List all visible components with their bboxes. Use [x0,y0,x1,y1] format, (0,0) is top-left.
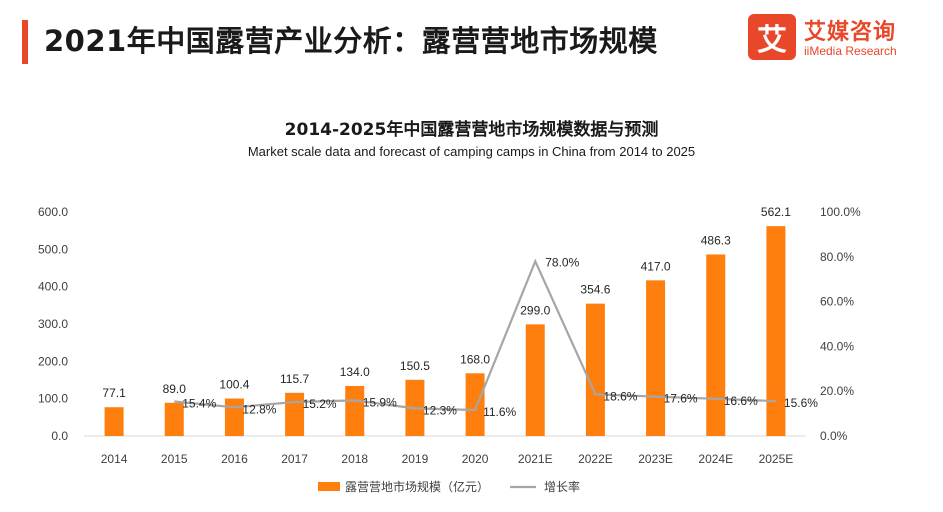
x-tick-label: 2022E [578,452,613,466]
growth-value-label: 12.3% [423,403,457,417]
growth-value-label: 12.8% [242,402,276,416]
growth-value-label: 16.6% [724,394,758,408]
x-tick-label: 2016 [221,452,248,466]
bar [104,407,124,436]
growth-value-label: 11.6% [483,405,516,419]
legend-label-market-scale: 露营营地市场规模（亿元） [345,479,489,494]
page-title: 2021年中国露营产业分析：露营营地市场规模 [44,24,658,58]
growth-value-label: 15.6% [784,396,818,410]
y-left-tick-label: 500.0 [38,242,68,256]
x-tick-label: 2018 [341,452,368,466]
bar [164,402,184,436]
bar [585,303,605,436]
bar-value-label: 299.0 [520,303,550,317]
y-left-tick-label: 300.0 [38,317,68,331]
y-right-tick-label: 20.0% [820,384,854,398]
x-tick-label: 2024E [698,452,733,466]
bar-value-label: 486.3 [701,233,731,247]
y-left-tick-label: 200.0 [38,354,68,368]
x-tick-label: 2021E [518,452,553,466]
bar [224,398,244,436]
bar-value-label: 417.0 [641,259,671,273]
x-tick-label: 2020 [462,452,489,466]
y-left-tick-label: 400.0 [38,280,68,294]
growth-value-label: 78.0% [545,255,579,269]
growth-value-label: 18.6% [603,389,637,403]
bar [646,280,666,436]
bar [345,385,365,436]
y-right-tick-label: 100.0% [820,205,861,219]
growth-rate-line [174,258,776,412]
y-right-tick-label: 60.0% [820,295,854,309]
y-left-tick-label: 100.0 [38,392,68,406]
y-right-tick-label: 40.0% [820,339,854,353]
x-tick-label: 2015 [161,452,188,466]
chart-subtitle: Market scale data and forecast of campin… [247,144,696,159]
growth-value-label: 17.6% [664,392,698,406]
bar [766,226,786,436]
chart-title: 2014-2025年中国露营营地市场规模数据与预测 [284,120,659,140]
bar-value-label: 150.5 [400,359,430,373]
y-right-tick-label: 80.0% [820,250,854,264]
bar [706,254,726,436]
y-left-tick-label: 0.0 [51,429,68,443]
y-right-tick-label: 0.0% [820,429,848,443]
bar-value-label: 77.1 [102,386,126,400]
bar-value-label: 168.0 [460,352,490,366]
logo-mark-icon: 艾 [748,14,796,60]
bar-value-label: 354.6 [580,283,610,297]
bar [465,373,485,436]
bar-value-label: 115.7 [280,372,309,386]
bar [525,324,545,436]
x-tick-label: 2023E [638,452,673,466]
brand-logo: 艾 艾媒咨询 iiMedia Research [748,14,928,66]
bar-value-label: 134.0 [340,365,370,379]
legend-swatch-market-scale [318,482,340,491]
x-tick-label: 2017 [281,452,308,466]
growth-value-label: 15.4% [182,397,216,411]
x-tick-label: 2014 [101,452,128,466]
bar-value-label: 100.4 [219,378,249,392]
legend-label-growth-rate: 增长率 [544,479,580,494]
logo-name-en: iiMedia Research [804,44,897,58]
bar [285,392,305,436]
bar-value-label: 562.1 [761,205,791,219]
growth-value-label: 15.2% [303,397,337,411]
x-tick-label: 2019 [402,452,429,466]
bar-value-label: 89.0 [163,382,187,396]
x-tick-label: 2025E [759,452,794,466]
y-left-tick-label: 600.0 [38,205,68,219]
title-accent-bar [22,20,28,64]
growth-value-label: 15.9% [363,395,397,409]
logo-name-cn: 艾媒咨询 [804,20,897,45]
